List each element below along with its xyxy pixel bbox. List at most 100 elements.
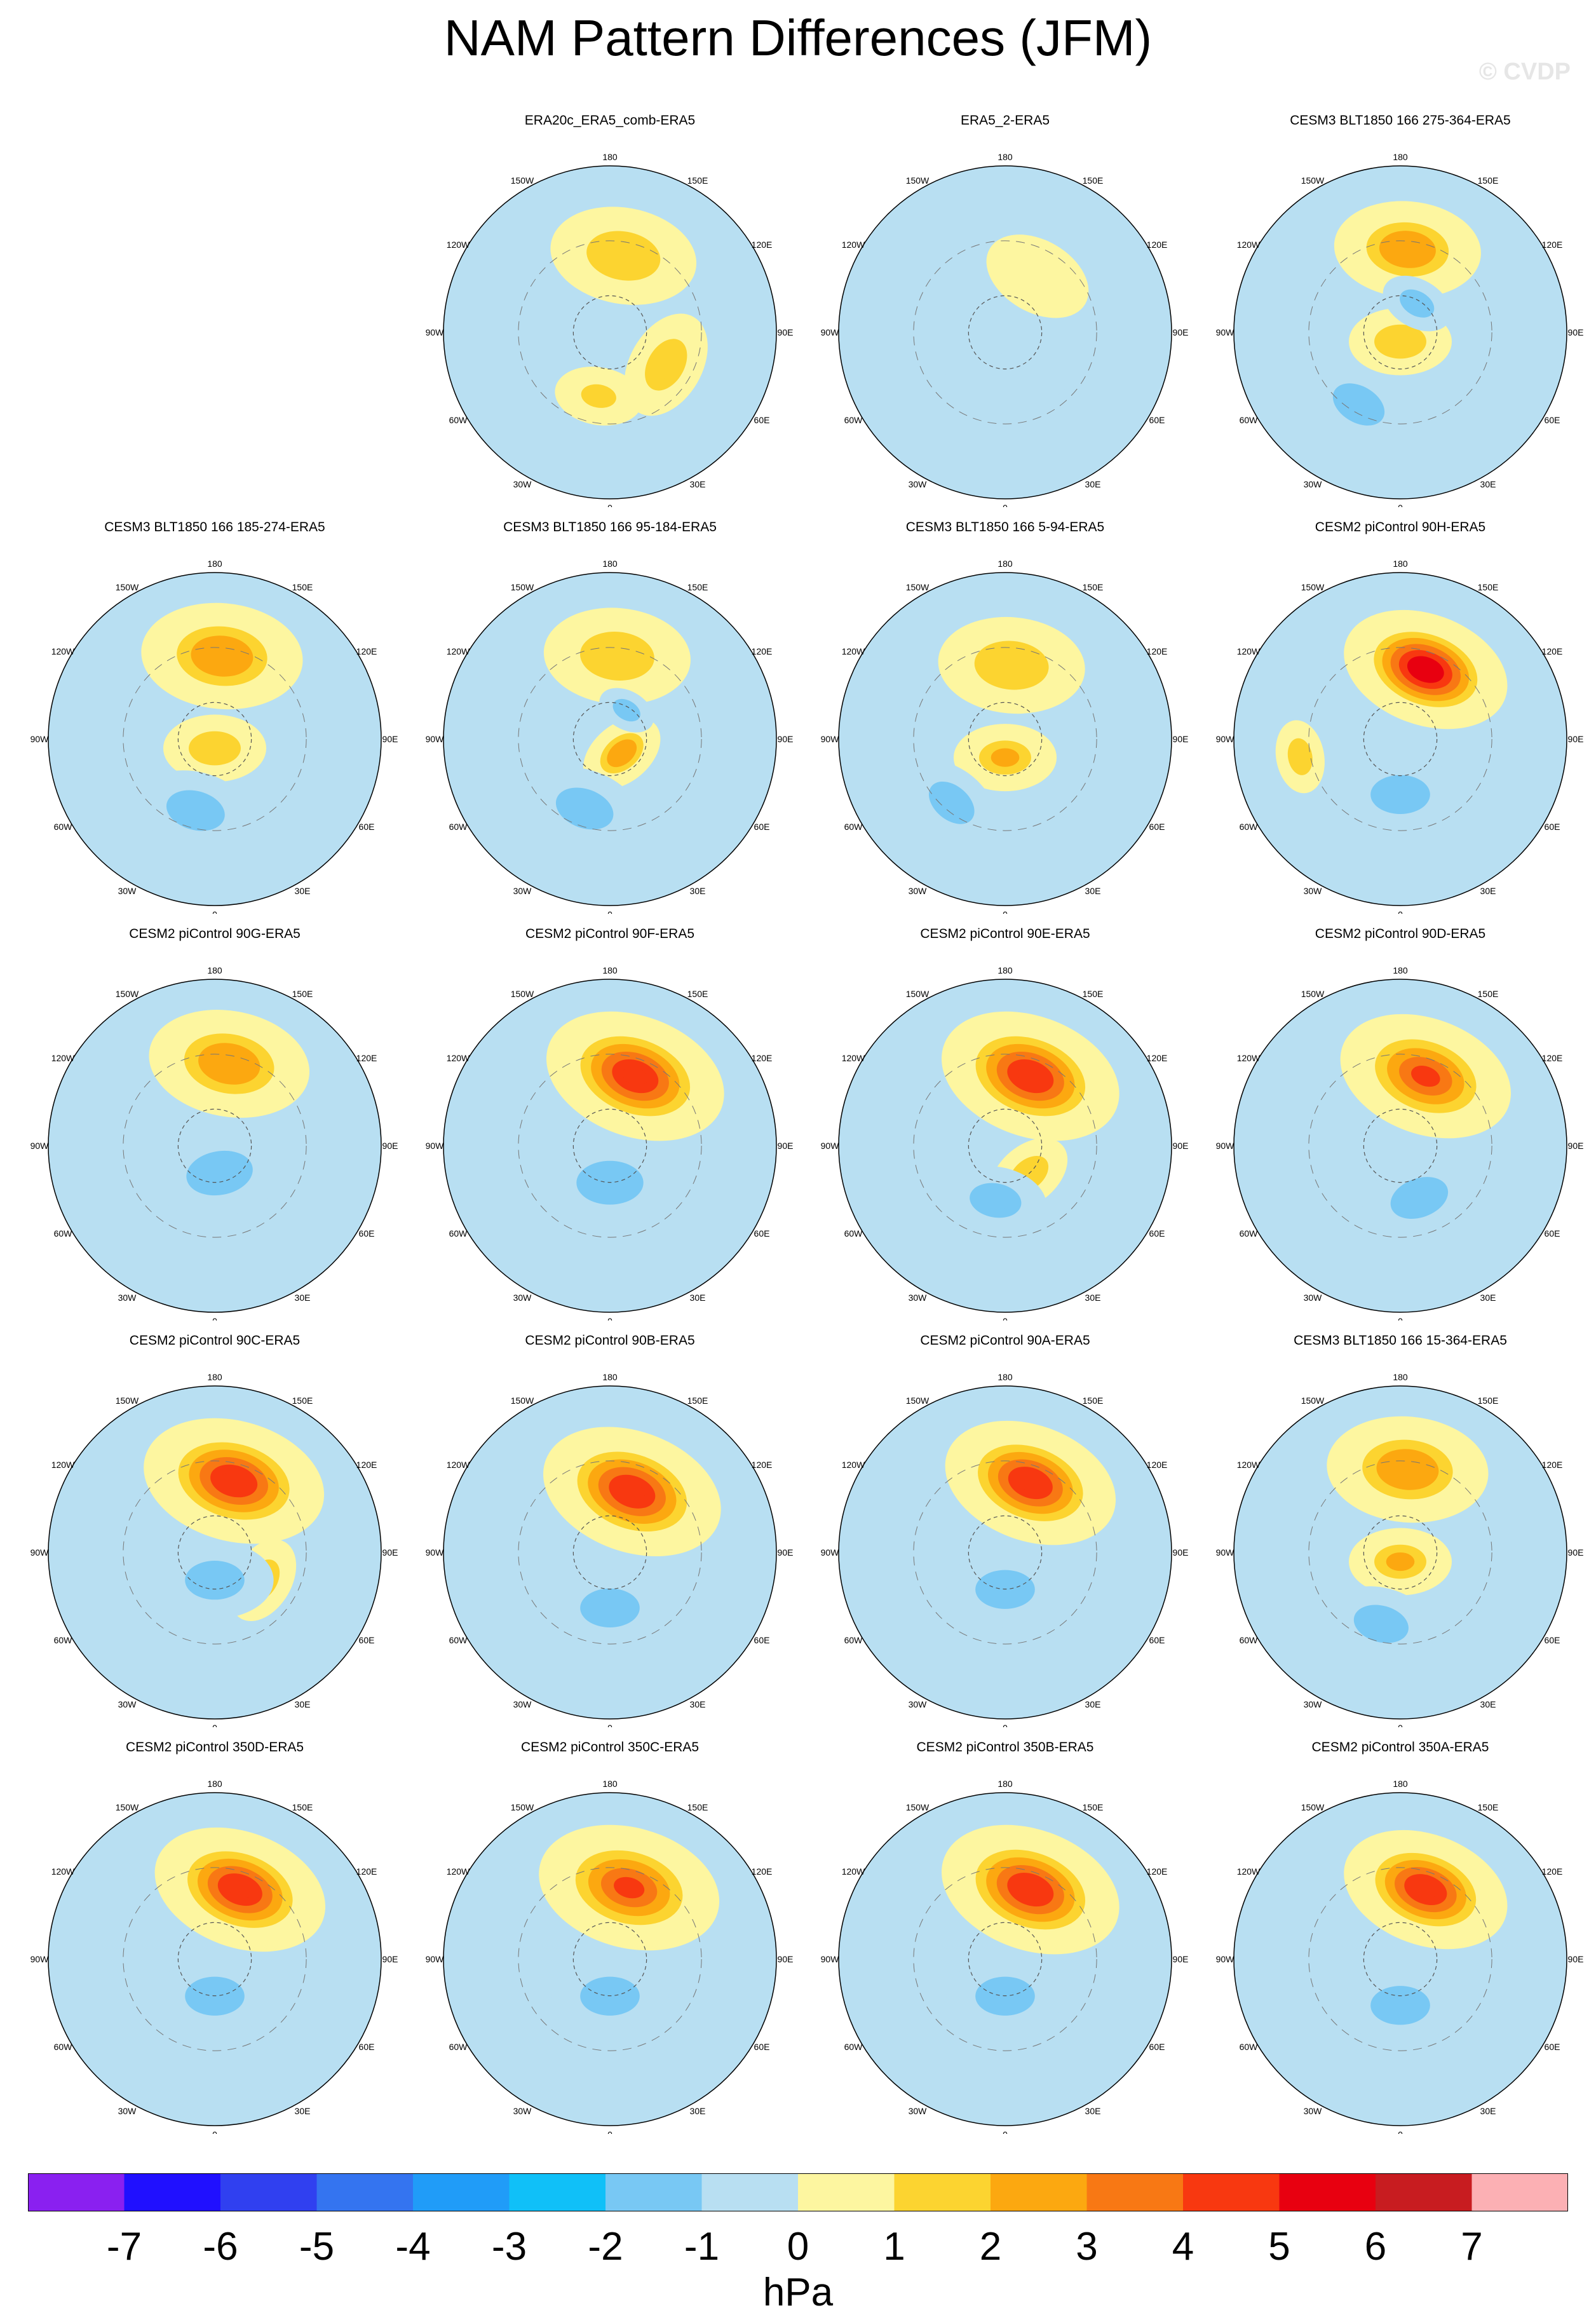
longitude-label: 180 <box>602 965 618 975</box>
longitude-label: 60W <box>449 2042 468 2052</box>
longitude-label: 180 <box>602 559 618 569</box>
longitude-label: 30W <box>1304 886 1323 896</box>
longitude-label: 0 <box>607 2129 612 2134</box>
panel-title: CESM3 BLT1850 166 5-94-ERA5 <box>905 520 1105 534</box>
colorbar-tick-label: -6 <box>203 2225 238 2269</box>
contour-region <box>205 644 240 668</box>
longitude-label: 30W <box>118 2106 137 2116</box>
longitude-label: 120W <box>51 1460 75 1470</box>
longitude-label: 90E <box>778 1141 794 1151</box>
longitude-label: 180 <box>207 559 222 569</box>
colorbar-swatch <box>1086 2173 1184 2211</box>
contour-region <box>1017 1067 1043 1086</box>
longitude-label: 150E <box>1478 175 1499 186</box>
contour-region <box>1411 1065 1440 1087</box>
longitude-label: 30E <box>690 479 706 489</box>
longitude-label: 150E <box>1083 582 1104 592</box>
colorbar-swatch <box>1376 2173 1472 2211</box>
longitude-label: 90E <box>1173 1954 1189 1964</box>
map-border <box>1233 572 1567 906</box>
longitude-label: 150W <box>906 1395 930 1406</box>
longitude-label: 0 <box>1003 909 1008 914</box>
map-border <box>443 1385 777 1720</box>
colorbar-swatch <box>220 2173 317 2211</box>
contour-region <box>569 797 600 820</box>
longitude-label: 60E <box>754 415 770 425</box>
contour-region <box>593 1597 626 1619</box>
longitude-label: 30W <box>513 2106 532 2116</box>
longitude-label: 120E <box>1542 646 1563 656</box>
longitude-label: 30E <box>1480 479 1496 489</box>
polar-map: 180 150E 120E 90E 60E 30E 0 30W 60W 90W 120W 150W <box>821 559 1189 914</box>
longitude-label: 30E <box>1085 2106 1101 2116</box>
contour-region <box>220 1472 247 1490</box>
longitude-label: 150E <box>687 1395 708 1406</box>
longitude-label: 120W <box>842 1866 865 1877</box>
map-border <box>838 979 1172 1313</box>
colorbar-swatch <box>124 2173 221 2211</box>
longitude-label: 60E <box>754 2042 770 2052</box>
longitude-label: 90E <box>778 734 794 744</box>
longitude-label: 30W <box>513 479 532 489</box>
longitude-label: 150E <box>292 1802 313 1812</box>
longitude-label: 30E <box>690 1293 706 1303</box>
longitude-label: 90E <box>778 1547 794 1558</box>
longitude-label: 0 <box>1003 2129 1008 2134</box>
longitude-label: 180 <box>602 152 618 162</box>
longitude-label: 120W <box>51 646 75 656</box>
longitude-label: 30W <box>1304 1293 1323 1303</box>
longitude-label: 60E <box>1545 822 1560 832</box>
longitude-label: 90E <box>1568 1954 1584 1964</box>
colorbar-tick-label: 1 <box>883 2225 905 2269</box>
longitude-label: 120E <box>1542 1460 1563 1470</box>
longitude-label: 30W <box>513 886 532 896</box>
polar-map: 180 150E 120E 90E 60E 30E 0 30W 60W 90W 120W 150W <box>426 965 794 1320</box>
longitude-label: 60E <box>1149 1635 1165 1645</box>
longitude-label: 0 <box>1398 2129 1403 2134</box>
polar-map: 180 150E 120E 90E 60E 30E 0 30W 60W 90W 120W 150W <box>1216 1779 1584 2134</box>
longitude-label: 60W <box>54 822 73 832</box>
longitude-label: 90W <box>30 1954 50 1964</box>
longitude-label: 60W <box>1240 1228 1259 1239</box>
contour-region <box>179 799 212 822</box>
longitude-label: 30E <box>1480 886 1496 896</box>
longitude-label: 30W <box>1304 479 1323 489</box>
panel-title: CESM2 piControl 90C-ERA5 <box>129 1333 301 1348</box>
longitude-label: 30W <box>513 1699 532 1709</box>
longitude-label: 60E <box>754 1635 770 1645</box>
panel-title: CESM2 piControl 350C-ERA5 <box>520 1740 700 1755</box>
longitude-label: 30E <box>295 886 311 896</box>
colorbar-swatch <box>991 2173 1087 2211</box>
longitude-label: 30W <box>909 2106 928 2116</box>
panel-title: ERA5_2-ERA5 <box>960 113 1050 128</box>
longitude-label: 0 <box>1398 1316 1403 1320</box>
longitude-label: 180 <box>998 965 1013 975</box>
longitude-label: 60E <box>1149 1228 1165 1239</box>
longitude-label: 60E <box>1149 822 1165 832</box>
longitude-label: 60W <box>449 1228 468 1239</box>
contour-region <box>1344 393 1373 416</box>
panel-title: CESM2 piControl 90F-ERA5 <box>525 927 695 941</box>
longitude-label: 60E <box>754 1228 770 1239</box>
panel-title: CESM2 piControl 90A-ERA5 <box>920 1333 1090 1348</box>
longitude-label: 150W <box>511 989 534 999</box>
polar-map: 180 150E 120E 90E 60E 30E 0 30W 60W 90W 120W 150W <box>426 1372 794 1727</box>
panel-title: CESM3 BLT1850 166 95-184-ERA5 <box>503 520 717 534</box>
longitude-label: 150W <box>511 1395 534 1406</box>
longitude-label: 0 <box>1003 503 1008 507</box>
longitude-label: 150E <box>1083 989 1104 999</box>
longitude-label: 30E <box>1085 1293 1101 1303</box>
colorbar-tick-label: -1 <box>684 2225 720 2269</box>
longitude-label: 180 <box>1393 152 1408 162</box>
longitude-label: 90W <box>1216 1547 1235 1558</box>
map-border <box>838 572 1172 906</box>
longitude-label: 180 <box>1393 559 1408 569</box>
contour-region <box>581 384 616 408</box>
longitude-label: 30E <box>1085 886 1101 896</box>
longitude-label: 0 <box>212 1723 217 1727</box>
longitude-label: 0 <box>1003 1316 1008 1320</box>
longitude-label: 120W <box>447 1866 470 1877</box>
contour-region <box>212 1052 247 1075</box>
longitude-label: 150W <box>906 175 930 186</box>
longitude-label: 60W <box>844 822 863 832</box>
